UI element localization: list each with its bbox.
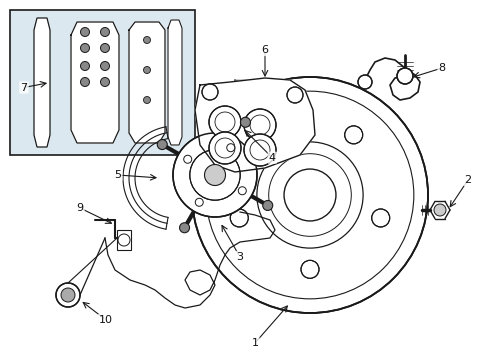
Circle shape xyxy=(144,96,150,104)
Circle shape xyxy=(100,77,109,86)
Circle shape xyxy=(287,87,303,103)
Circle shape xyxy=(263,201,273,211)
Circle shape xyxy=(190,150,240,200)
Circle shape xyxy=(173,133,257,217)
Text: 9: 9 xyxy=(76,203,84,213)
Circle shape xyxy=(244,109,276,141)
Circle shape xyxy=(344,126,363,144)
Circle shape xyxy=(301,260,319,278)
Circle shape xyxy=(80,44,90,53)
Circle shape xyxy=(241,117,250,127)
Circle shape xyxy=(144,67,150,73)
Circle shape xyxy=(100,27,109,36)
Polygon shape xyxy=(71,22,119,143)
Circle shape xyxy=(204,165,225,185)
PathPatch shape xyxy=(34,18,50,147)
Bar xyxy=(117,230,131,250)
Circle shape xyxy=(434,204,446,216)
Circle shape xyxy=(179,223,190,233)
Circle shape xyxy=(144,36,150,44)
Circle shape xyxy=(230,209,248,227)
Polygon shape xyxy=(168,20,182,145)
Text: 8: 8 xyxy=(439,63,445,73)
Circle shape xyxy=(192,77,428,313)
Circle shape xyxy=(257,126,275,144)
Circle shape xyxy=(209,106,241,138)
Circle shape xyxy=(209,132,241,164)
Circle shape xyxy=(227,144,235,152)
Text: 7: 7 xyxy=(21,82,27,93)
Text: 2: 2 xyxy=(465,175,471,185)
Circle shape xyxy=(56,283,80,307)
Circle shape xyxy=(80,27,90,36)
Text: 5: 5 xyxy=(115,170,122,180)
Circle shape xyxy=(202,84,218,100)
Circle shape xyxy=(61,288,75,302)
Circle shape xyxy=(238,187,246,195)
Polygon shape xyxy=(195,78,315,172)
Text: 6: 6 xyxy=(262,45,269,55)
Circle shape xyxy=(157,140,167,149)
Text: 10: 10 xyxy=(99,315,113,325)
Bar xyxy=(10,10,195,155)
Circle shape xyxy=(100,44,109,53)
Polygon shape xyxy=(129,22,165,143)
Text: 1: 1 xyxy=(251,338,259,348)
Circle shape xyxy=(80,62,90,71)
Circle shape xyxy=(195,198,203,206)
Circle shape xyxy=(100,62,109,71)
Text: 4: 4 xyxy=(269,153,276,163)
Circle shape xyxy=(184,155,192,163)
Circle shape xyxy=(358,75,372,89)
Circle shape xyxy=(397,68,413,84)
Circle shape xyxy=(244,134,276,166)
Circle shape xyxy=(80,77,90,86)
Text: 3: 3 xyxy=(237,252,244,262)
Circle shape xyxy=(372,209,390,227)
